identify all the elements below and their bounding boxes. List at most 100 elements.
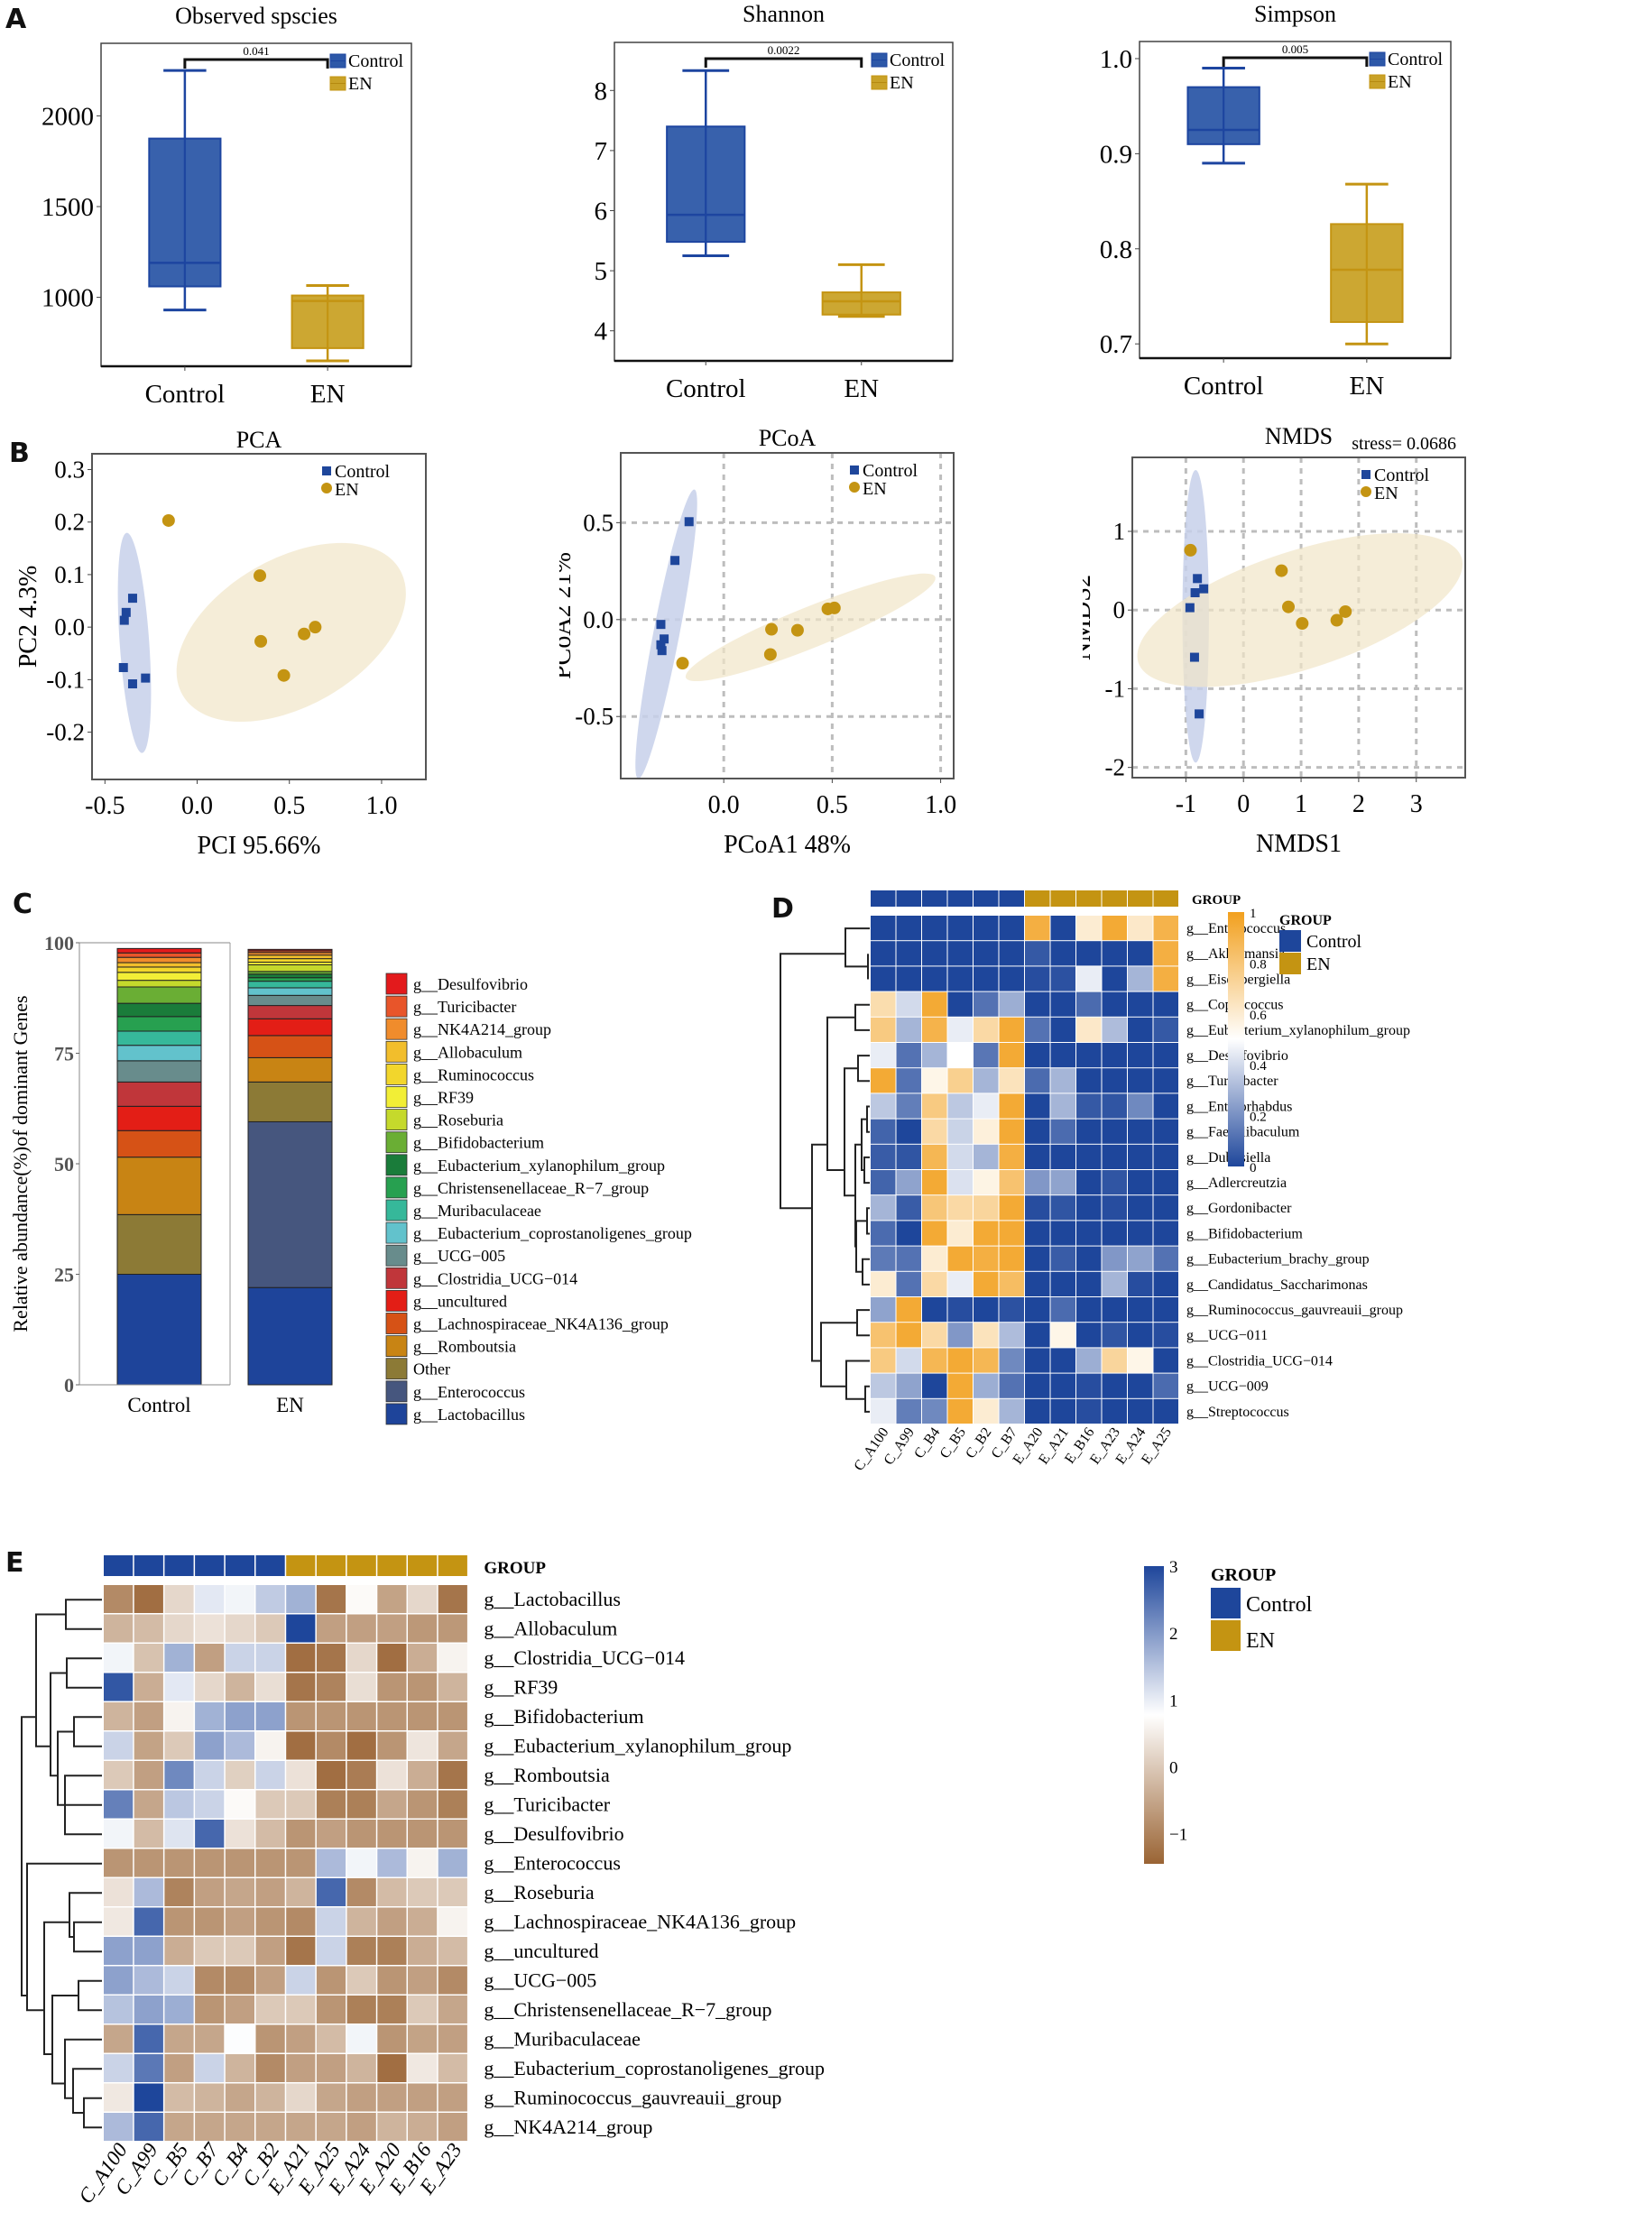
point-en <box>1339 604 1352 618</box>
heatmap-cell <box>346 1644 376 1672</box>
heatmap-cell <box>134 1702 163 1730</box>
heatmap-cell <box>974 916 999 941</box>
row-label: g__Eubacterium_xylanophilum_group <box>1186 1023 1410 1038</box>
x-tick-label: 0 <box>1237 790 1250 818</box>
heatmap-cell <box>1076 1144 1102 1169</box>
bar-segment <box>116 1016 202 1032</box>
heatmap-cell <box>974 1348 999 1373</box>
heatmap-cell <box>255 1585 285 1613</box>
heatmap-cell <box>438 1790 467 1819</box>
dendrogram-branch <box>844 1067 858 1197</box>
heatmap-cell <box>225 1673 254 1701</box>
legend-label-control: Control <box>1388 50 1444 69</box>
legend-swatch <box>385 995 408 1018</box>
heatmap-cell <box>316 1820 346 1848</box>
heatmap-cell <box>1102 1221 1127 1246</box>
legend-label: g__uncultured <box>413 1292 507 1310</box>
legend-label: g__UCG−005 <box>413 1247 505 1265</box>
group-annotation-cell <box>164 1555 194 1576</box>
heatmap-cell <box>408 1731 438 1760</box>
heatmap-cell <box>104 1937 134 1965</box>
row-label: g__RF39 <box>484 1676 558 1699</box>
heatmap-cell <box>134 1937 163 1965</box>
legend-label-control: Control <box>890 51 946 70</box>
point-en <box>763 648 777 661</box>
legend-swatch <box>385 1199 408 1222</box>
bar-segment <box>247 987 333 996</box>
stacked-bar-en <box>247 948 333 1386</box>
heatmap-cell <box>286 1878 316 1906</box>
heatmap-cell <box>974 966 999 991</box>
heatmap-cell <box>999 1373 1024 1398</box>
point-en <box>162 513 175 527</box>
heatmap-cell <box>999 1398 1024 1424</box>
dendrogram-branch <box>866 1207 870 1235</box>
heatmap-cell <box>225 2054 254 2082</box>
bar-segment <box>247 1081 333 1122</box>
heatmap-cell <box>255 1673 285 1701</box>
point-control <box>670 556 680 566</box>
heatmap-cell <box>195 2024 225 2053</box>
column-label: C_A100 <box>851 1425 891 1474</box>
heatmap-cell <box>1128 1017 1153 1042</box>
box-en <box>821 263 901 318</box>
heatmap-cell <box>438 2024 467 2053</box>
row-label: g__Eubacterium_xylanophilum_group <box>484 1735 791 1757</box>
heatmap-cell <box>408 1790 438 1819</box>
y-tick-label: 2000 <box>42 102 94 131</box>
heatmap-cell <box>1025 1271 1050 1296</box>
heatmap-cell <box>1025 1017 1050 1042</box>
heatmap-cell <box>999 991 1024 1017</box>
heatmap-cell <box>947 1144 973 1169</box>
legend-label: g__Allobaculum <box>413 1043 522 1061</box>
heatmap-cell <box>1153 1271 1178 1296</box>
heatmap-cell <box>377 2054 407 2082</box>
bar-segment <box>116 1002 202 1018</box>
heatmap-cell <box>922 1017 947 1042</box>
heatmap-cell <box>1153 916 1178 941</box>
bar-segment <box>116 952 202 958</box>
heatmap-cell <box>1025 1043 1050 1068</box>
heatmap-cell <box>438 1673 467 1701</box>
legend-label: g__Christensenellaceae_R−7_group <box>413 1179 649 1197</box>
legend-label: g__Roseburia <box>413 1111 503 1129</box>
y-tick-label: 0.7 <box>1100 330 1132 359</box>
heatmap-cell <box>377 1937 407 1965</box>
heatmap-cell <box>195 1966 225 1995</box>
row-label: g__UCG−005 <box>484 1969 596 1992</box>
simpson-boxplot: Simpson 0.7 0.8 0.9 1.0 Control EN 0.005 Control… <box>1100 1 1452 401</box>
heatmap-cell <box>438 2083 467 2112</box>
x-tick-label: -1 <box>1176 790 1196 818</box>
heatmap-cell <box>1128 916 1153 941</box>
heatmap-cell <box>438 1702 467 1730</box>
heatmap-cell <box>999 1348 1024 1373</box>
heatmap-cell <box>195 1761 225 1789</box>
group-annotation-cell <box>255 1555 285 1576</box>
heatmap-cell <box>104 1878 134 1906</box>
point-control <box>121 607 131 617</box>
confidence-ellipse-en <box>176 542 406 723</box>
heatmap-cell <box>195 1644 225 1672</box>
heatmap-cell <box>922 1119 947 1144</box>
bar-segment <box>116 962 202 968</box>
heatmap-cell <box>316 1702 346 1730</box>
significance-bracket <box>183 58 329 69</box>
heatmap-cell <box>377 1673 407 1701</box>
panel-label-a: A <box>5 4 27 35</box>
heatmap-cell <box>255 1937 285 1965</box>
heatmap-cell <box>1050 1119 1075 1144</box>
box-control <box>666 69 746 257</box>
heatmap-cell <box>999 1068 1024 1093</box>
heatmap-cell <box>1102 1144 1127 1169</box>
heatmap-cell <box>999 966 1024 991</box>
colorbar-tick-label: 0.6 <box>1250 1009 1267 1023</box>
heatmap-cell <box>1153 1043 1178 1068</box>
dendrogram-branch <box>811 1143 827 1362</box>
dendrogram-branch <box>866 1105 870 1133</box>
heatmap-cell <box>947 1017 973 1042</box>
x-tick-label: 0.5 <box>273 792 305 820</box>
heatmap-cell <box>225 1907 254 1936</box>
heatmap-cell <box>1102 1323 1127 1348</box>
legend-label-en: EN <box>1388 72 1412 92</box>
colorbar-tick-label: 1 <box>1250 907 1257 921</box>
